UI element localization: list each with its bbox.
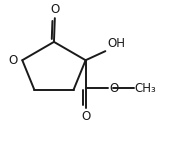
Text: OH: OH <box>107 37 125 50</box>
Text: O: O <box>50 3 59 16</box>
Text: CH₃: CH₃ <box>135 82 156 95</box>
Text: O: O <box>109 82 119 95</box>
Text: O: O <box>81 110 90 123</box>
Text: O: O <box>9 54 18 67</box>
